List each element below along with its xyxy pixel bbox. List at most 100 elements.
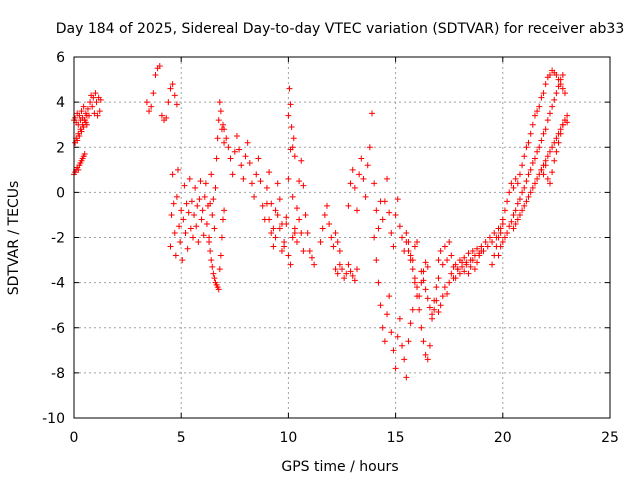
data-point <box>194 202 201 209</box>
data-point <box>461 254 468 261</box>
data-point <box>300 248 307 255</box>
data-point <box>278 248 285 255</box>
data-point <box>424 295 431 302</box>
data-point <box>341 275 348 282</box>
x-tick-label: 0 <box>70 430 79 446</box>
data-point <box>251 193 258 200</box>
data-point <box>418 324 425 331</box>
data-point <box>288 123 295 130</box>
data-point <box>527 166 534 173</box>
data-point <box>263 200 270 207</box>
data-point <box>516 211 523 218</box>
data-point <box>167 85 174 92</box>
data-point <box>409 266 416 273</box>
data-point <box>283 220 290 227</box>
data-point <box>221 126 228 133</box>
data-point <box>143 99 150 106</box>
x-tick-label: 15 <box>387 430 405 446</box>
data-point <box>521 202 528 209</box>
data-point <box>551 139 558 146</box>
data-point <box>394 196 401 203</box>
y-tick-label: -8 <box>51 366 65 382</box>
data-point <box>371 180 378 187</box>
data-point <box>208 171 215 178</box>
data-point <box>538 166 545 173</box>
data-point <box>386 209 393 216</box>
data-point <box>215 286 222 293</box>
data-point <box>221 207 228 214</box>
x-tick-label: 25 <box>601 430 619 446</box>
data-point <box>510 211 517 218</box>
y-tick-label: 0 <box>56 185 65 201</box>
data-point <box>200 232 207 239</box>
data-point <box>379 324 386 331</box>
data-point <box>542 157 549 164</box>
data-point <box>441 243 448 250</box>
data-point <box>525 139 532 146</box>
data-point <box>504 229 511 236</box>
data-point <box>207 200 214 207</box>
data-point <box>206 239 213 246</box>
data-point <box>182 229 189 236</box>
data-point <box>80 103 87 110</box>
data-point <box>529 184 536 191</box>
data-point <box>76 112 83 119</box>
data-point <box>266 169 273 176</box>
data-point <box>497 243 504 250</box>
data-point <box>152 72 159 79</box>
data-point <box>207 248 214 255</box>
data-point <box>193 223 200 230</box>
data-point <box>561 117 568 124</box>
data-point <box>218 234 225 241</box>
data-point <box>529 160 536 167</box>
data-point <box>203 220 210 227</box>
data-point <box>538 137 545 144</box>
data-point <box>403 229 410 236</box>
data-point <box>240 175 247 182</box>
data-point <box>227 155 234 162</box>
data-point <box>189 234 196 241</box>
data-point <box>465 250 472 257</box>
data-point <box>437 302 444 309</box>
data-point <box>80 123 87 130</box>
data-point <box>536 103 543 110</box>
data-point <box>403 239 410 246</box>
data-point <box>426 304 433 311</box>
data-point <box>489 261 496 268</box>
data-point <box>555 130 562 137</box>
data-point <box>209 263 216 270</box>
data-point <box>285 112 292 119</box>
data-point <box>489 239 496 246</box>
data-point <box>199 207 206 214</box>
data-point <box>356 171 363 178</box>
data-point <box>559 85 566 92</box>
data-point <box>214 135 221 142</box>
data-point <box>381 198 388 205</box>
data-point <box>454 266 461 273</box>
data-point <box>242 153 249 160</box>
data-point <box>263 184 270 191</box>
data-point <box>375 225 382 232</box>
data-point <box>437 248 444 255</box>
data-point <box>478 248 485 255</box>
data-point <box>208 257 215 264</box>
data-point <box>319 225 326 232</box>
data-point <box>446 239 453 246</box>
data-point <box>403 374 410 381</box>
data-point <box>281 239 288 246</box>
y-tick-label: 2 <box>56 140 65 156</box>
data-point <box>546 110 553 117</box>
data-point <box>197 178 204 185</box>
data-point <box>433 284 440 291</box>
data-point <box>384 175 391 182</box>
data-point <box>506 189 513 196</box>
data-point <box>336 261 343 268</box>
data-point <box>416 306 423 313</box>
data-point <box>196 196 203 203</box>
data-point <box>420 277 427 284</box>
data-point <box>158 112 165 119</box>
data-point <box>192 184 199 191</box>
data-point <box>564 112 571 119</box>
data-point <box>553 148 560 155</box>
data-point <box>289 193 296 200</box>
